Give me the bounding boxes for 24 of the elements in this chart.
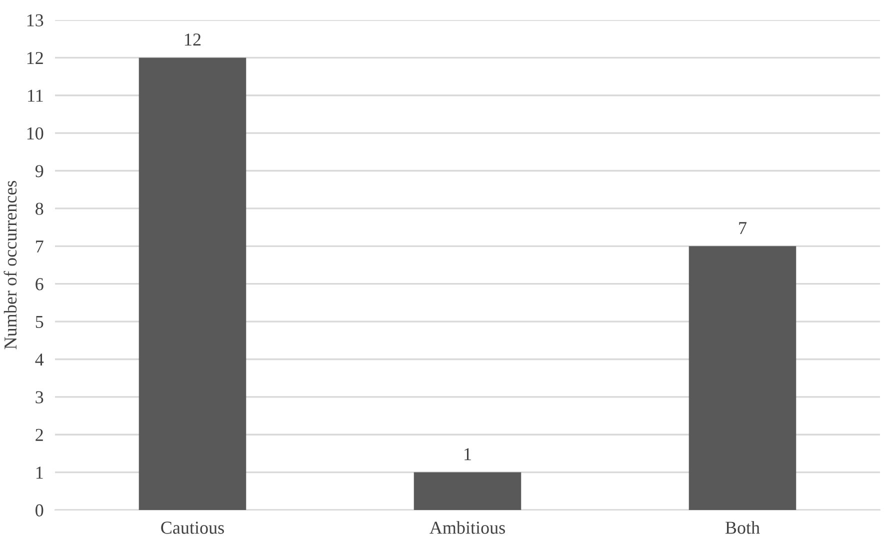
x-tick-label: Ambitious — [430, 521, 505, 534]
y-tick-label: 5 — [36, 316, 44, 328]
data-label: 1 — [464, 448, 471, 460]
y-axis-title: Number of occurrences — [4, 180, 17, 350]
y-tick-label: 11 — [28, 90, 43, 102]
bar — [688, 246, 796, 510]
y-tick-label: 13 — [27, 14, 44, 26]
y-tick-label: 2 — [36, 428, 43, 441]
data-label: 12 — [185, 34, 201, 46]
x-tick-label: Cautious — [161, 522, 224, 534]
y-tick-label: 12 — [27, 52, 43, 64]
y-tick-label: 6 — [36, 278, 44, 290]
bar — [414, 472, 522, 510]
y-tick-label: 10 — [27, 127, 44, 140]
y-tick-label: 1 — [36, 466, 43, 479]
y-tick-label: 4 — [35, 354, 44, 366]
bar — [138, 58, 246, 510]
x-tick-label: Both — [725, 521, 760, 534]
y-tick-label: 3 — [36, 391, 44, 404]
data-label: 7 — [739, 222, 746, 234]
y-tick-label: 0 — [36, 504, 44, 516]
y-tick-label: 8 — [36, 202, 44, 215]
y-tick-label: 9 — [35, 165, 44, 178]
y-tick-label: 7 — [36, 240, 44, 252]
